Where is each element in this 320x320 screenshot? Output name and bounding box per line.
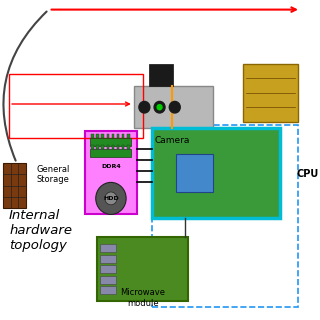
Bar: [127, 145, 130, 149]
Text: Camera: Camera: [154, 136, 189, 145]
Text: DDR4: DDR4: [101, 164, 121, 169]
Bar: [152, 125, 298, 307]
Circle shape: [105, 192, 117, 205]
Bar: [176, 154, 213, 192]
Bar: [112, 134, 114, 138]
Bar: [85, 131, 137, 214]
Text: CPU: CPU: [296, 169, 319, 180]
Bar: [96, 145, 99, 149]
Bar: [100, 286, 116, 294]
Circle shape: [154, 101, 165, 113]
Bar: [243, 64, 298, 122]
Bar: [96, 134, 99, 138]
Bar: [97, 237, 188, 301]
Text: Microwave
module: Microwave module: [120, 288, 165, 308]
Bar: [107, 145, 109, 149]
Text: Internal
hardware
topology: Internal hardware topology: [9, 209, 72, 252]
Bar: [100, 244, 116, 252]
Bar: [112, 145, 114, 149]
Bar: [100, 255, 116, 263]
Bar: [117, 145, 119, 149]
Bar: [9, 74, 143, 138]
Bar: [152, 128, 280, 218]
Bar: [100, 276, 116, 284]
Bar: [122, 145, 124, 149]
Bar: [91, 134, 94, 138]
Bar: [101, 134, 104, 138]
Bar: [122, 134, 124, 138]
Bar: [91, 145, 94, 149]
Text: General
Storage: General Storage: [36, 165, 70, 184]
Circle shape: [169, 101, 180, 113]
Bar: [101, 145, 104, 149]
Bar: [90, 138, 131, 146]
Text: HDD: HDD: [103, 196, 119, 201]
Bar: [134, 86, 213, 128]
Bar: [107, 134, 109, 138]
Circle shape: [96, 182, 126, 214]
Bar: [3, 163, 26, 208]
Bar: [127, 134, 130, 138]
Bar: [100, 265, 116, 273]
Bar: [90, 149, 131, 157]
Circle shape: [139, 101, 150, 113]
Circle shape: [157, 105, 162, 110]
Bar: [117, 134, 119, 138]
Bar: [149, 64, 173, 86]
